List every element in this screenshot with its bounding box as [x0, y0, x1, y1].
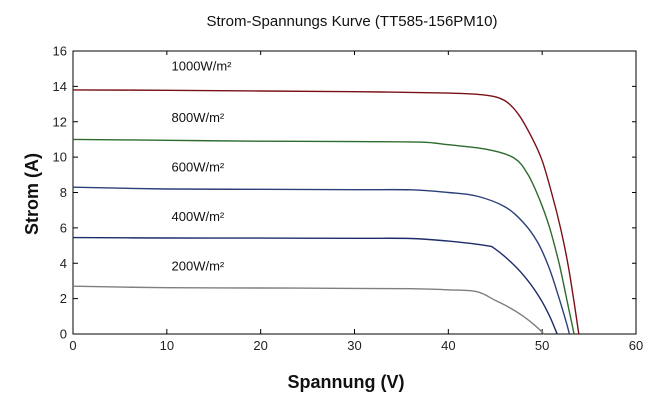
series-line-3 — [72, 236, 558, 335]
x-tick-label: 20 — [253, 338, 267, 353]
y-tick-label: 2 — [60, 291, 67, 306]
series-lines — [72, 89, 580, 335]
series-line-2 — [72, 186, 571, 335]
series-line-1 — [72, 138, 575, 335]
x-tick-label: 50 — [535, 338, 549, 353]
series-label: 800W/m² — [172, 110, 225, 125]
series-annotations: 1000W/m² 800W/m² 600W/m² 400W/m² 200W/m² — [172, 58, 233, 273]
y-tick-label: 14 — [53, 79, 67, 94]
x-tick-label: 60 — [629, 338, 643, 353]
chart-title: Strom-Spannungs Kurve (TT585-156PM10) — [207, 13, 498, 30]
series-line-4 — [72, 285, 545, 335]
x-tick-label: 30 — [347, 338, 361, 353]
series-label: 1000W/m² — [172, 58, 233, 73]
series-label: 400W/m² — [172, 209, 225, 224]
x-tick-label: 10 — [160, 338, 174, 353]
x-tick-label: 0 — [69, 338, 76, 353]
y-tick-label: 6 — [60, 220, 67, 235]
y-axis-title: Strom (A) — [22, 153, 42, 235]
y-tick-label: 0 — [60, 327, 67, 342]
y-tick-label: 8 — [60, 185, 67, 200]
y-tick-label: 12 — [53, 114, 67, 129]
y-tick-label: 10 — [53, 150, 67, 165]
x-axis-title: Spannung (V) — [288, 372, 405, 392]
series-label: 600W/m² — [172, 159, 225, 174]
x-tick-label: 40 — [441, 338, 455, 353]
y-tick-label: 4 — [60, 256, 67, 271]
series-line-0 — [72, 89, 580, 335]
x-axis-ticks: 0 10 20 30 40 50 60 — [69, 51, 643, 353]
series-label: 200W/m² — [172, 258, 225, 273]
y-axis-ticks: 0 2 4 6 8 10 12 14 16 — [53, 44, 636, 342]
y-tick-label: 16 — [53, 44, 67, 59]
